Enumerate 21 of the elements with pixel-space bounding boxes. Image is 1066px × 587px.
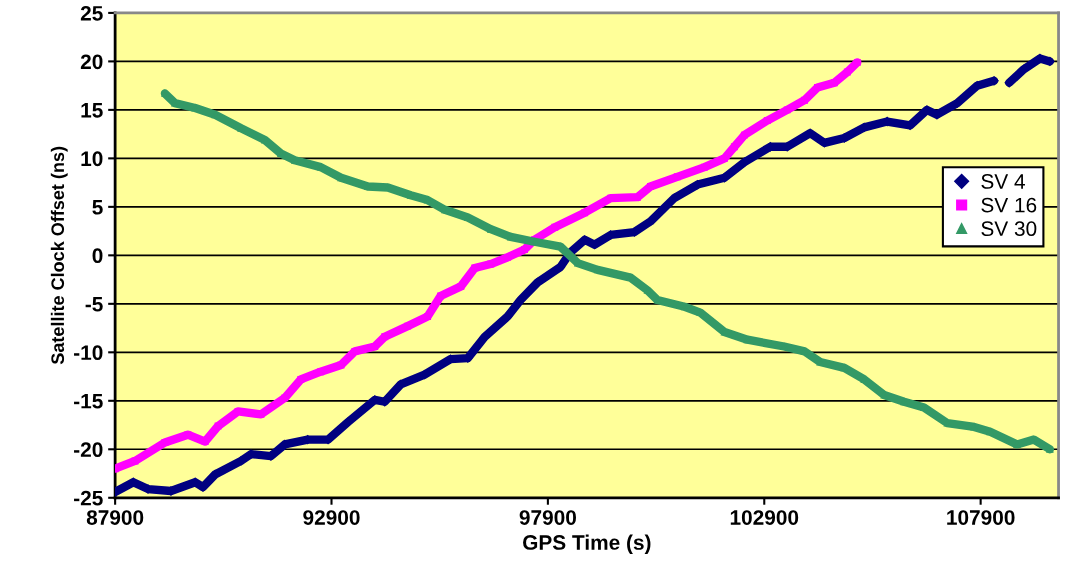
y-tick-label: -25 <box>74 490 103 506</box>
legend-label: SV 4 <box>981 174 1025 189</box>
y-tick-label: -20 <box>74 442 103 458</box>
y-tick-label: 25 <box>80 5 103 21</box>
x-tick-label: 97900 <box>519 510 576 525</box>
y-tick-label: 5 <box>92 200 103 215</box>
y-tick-label: 15 <box>81 103 103 118</box>
y-tick-label: -10 <box>74 345 103 361</box>
legend-label: SV 16 <box>981 197 1037 213</box>
x-axis-title: GPS Time (s) <box>523 534 651 554</box>
legend-label: SV 30 <box>981 221 1037 237</box>
y-tick-label: 10 <box>81 151 103 167</box>
x-tick-label: 107900 <box>947 510 1015 525</box>
x-tick-label: 102900 <box>730 510 799 525</box>
x-tick-label: 92900 <box>303 510 360 525</box>
y-axis-title: Satellite Clock Offset (ns) <box>50 146 68 365</box>
x-tick-label: 87900 <box>86 510 144 525</box>
y-tick-label: 0 <box>92 248 103 264</box>
y-tick-label: -15 <box>74 394 103 409</box>
y-tick-label: -5 <box>85 297 103 312</box>
y-tick-label: 20 <box>80 54 103 70</box>
